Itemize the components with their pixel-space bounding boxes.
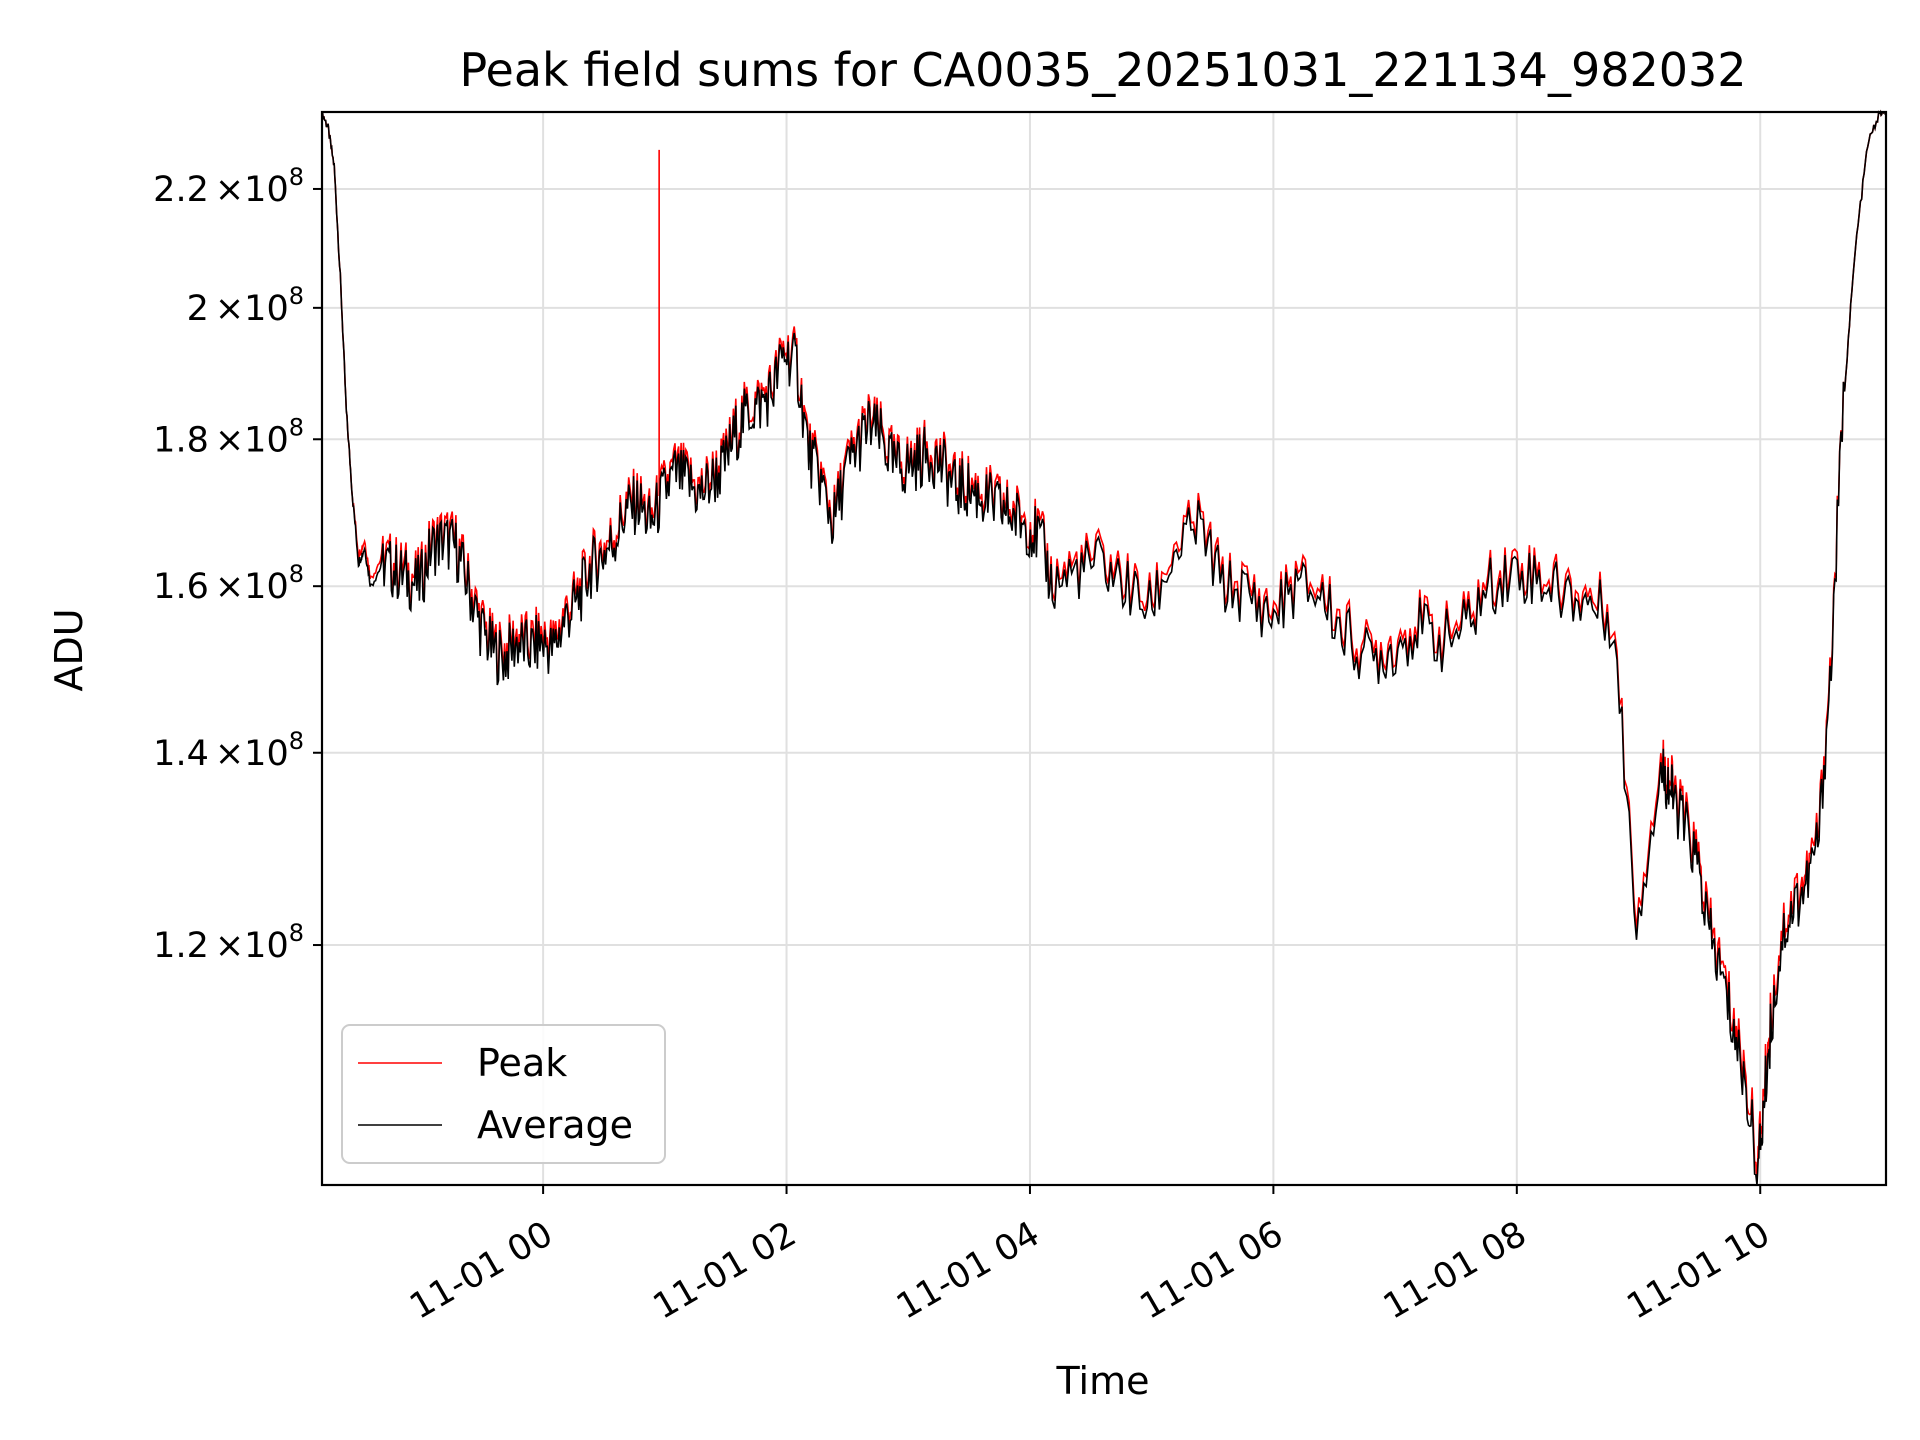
y-tick-exponent: 8 xyxy=(289,919,304,947)
y-tick-times: ×10 xyxy=(215,734,289,774)
y-tick-mantissa: 1.8 xyxy=(153,420,209,460)
y-tick-label: 2 ×108 xyxy=(187,282,304,329)
legend-average-label: Average xyxy=(477,1103,633,1147)
y-axis-label: ADU xyxy=(47,608,91,691)
series-layer xyxy=(321,109,1887,1186)
y-tick-times: ×10 xyxy=(215,420,289,460)
y-tick-times: ×10 xyxy=(215,567,289,607)
legend: Peak Average xyxy=(341,1024,666,1164)
y-tick-exponent: 8 xyxy=(289,560,304,588)
y-tick-exponent: 8 xyxy=(289,727,304,755)
y-tick-mantissa: 1.2 xyxy=(153,926,209,966)
y-tick-exponent: 8 xyxy=(289,282,304,310)
y-tick-mantissa: 2.2 xyxy=(153,170,209,210)
y-tick-label: 1.4 ×108 xyxy=(153,727,304,774)
y-tick-exponent: 8 xyxy=(289,163,304,191)
y-tick-times: ×10 xyxy=(215,926,289,966)
y-tick-mantissa: 1.6 xyxy=(153,567,209,607)
y-tick-label: 1.2 ×108 xyxy=(153,919,304,966)
x-axis-label: Time xyxy=(1056,1359,1150,1403)
plot-area-frame xyxy=(320,110,1888,1187)
chart-title: Peak field sums for CA0035_20251031_2211… xyxy=(459,43,1746,97)
y-tick-exponent: 8 xyxy=(289,413,304,441)
legend-box xyxy=(341,1024,666,1164)
y-tick-mantissa: 2 xyxy=(187,289,209,329)
series-line-average xyxy=(321,109,1887,1186)
y-tick-label: 1.6 ×108 xyxy=(153,560,304,607)
y-tick-times: ×10 xyxy=(215,170,289,210)
y-tick-label: 2.2 ×108 xyxy=(153,163,304,210)
y-tick-mantissa: 1.4 xyxy=(153,734,209,774)
legend-peak-label: Peak xyxy=(477,1041,567,1085)
y-tick-label: 1.8 ×108 xyxy=(153,413,304,460)
y-tick-times: ×10 xyxy=(215,289,289,329)
